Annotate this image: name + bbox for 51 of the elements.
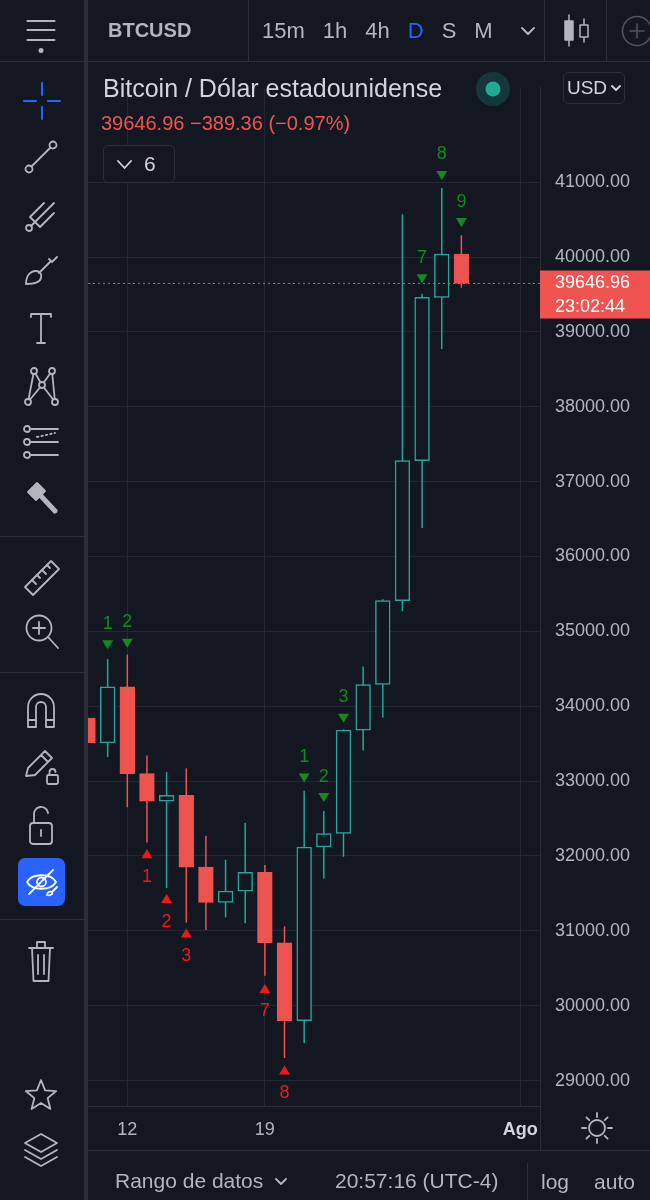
y-tick-label: 31000.00 <box>555 919 631 940</box>
text: 20:57:16 (UTC-4) <box>335 1168 499 1194</box>
text: 23:02:44 <box>555 296 626 317</box>
annotation: 7 <box>259 1000 270 1021</box>
y-tick-label: 38000.00 <box>555 395 631 416</box>
currency-dropdown: USD <box>563 72 625 104</box>
x-tick-label: 12 <box>117 1118 138 1139</box>
y-tick-label: 30000.00 <box>555 994 631 1015</box>
x-tick-label: 19 <box>254 1118 275 1139</box>
annotation: 2 <box>122 611 133 632</box>
text: 4h <box>365 18 390 44</box>
text: 39646.96 −389.36 (−0.97%) <box>101 112 351 134</box>
annotation: 9 <box>456 190 467 211</box>
y-tick-label: 36000.00 <box>555 545 631 566</box>
ref-line-label: 39646.96 <box>555 272 631 293</box>
annotation: 6 <box>144 152 156 176</box>
x-tick-label: Ago <box>502 1118 538 1139</box>
text: Rango de datos <box>115 1168 264 1194</box>
y-tick-label: 32000.00 <box>555 844 631 865</box>
y-tick-label: 41000.00 <box>555 171 631 192</box>
annotation: 8 <box>436 143 447 164</box>
chart-title: Bitcoin / Dólar estadounidense <box>103 74 443 102</box>
annotation: 1 <box>102 612 113 633</box>
candlestick <box>316 810 332 880</box>
annotation: 2 <box>318 765 329 786</box>
y-tick-label: 39000.00 <box>555 320 631 341</box>
y-tick-label: 40000.00 <box>555 245 631 266</box>
annotation: 1 <box>299 746 310 767</box>
annotation: 2 <box>161 910 172 931</box>
candlestick <box>237 822 253 925</box>
y-tick-label: 37000.00 <box>555 470 631 491</box>
y-tick-label: 34000.00 <box>555 695 631 716</box>
text: S <box>441 18 457 44</box>
text: D <box>407 18 424 44</box>
text: auto <box>594 1168 635 1195</box>
text: BTCUSD <box>108 18 192 42</box>
text: 1h <box>322 18 348 44</box>
text: 15m <box>262 18 305 44</box>
collapse-button: 6 <box>103 145 175 183</box>
candlestick <box>158 771 175 889</box>
annotation: 3 <box>181 945 192 966</box>
text: M <box>474 18 493 44</box>
annotation: 7 <box>417 246 428 267</box>
annotation: 8 <box>279 1082 290 1103</box>
y-tick-label: 35000.00 <box>555 620 631 641</box>
y-tick-label: 29000.00 <box>555 1069 631 1090</box>
y-tick-label: 33000.00 <box>555 770 631 791</box>
candlestick <box>217 858 234 919</box>
annotation: 3 <box>338 686 349 707</box>
annotation: 1 <box>141 865 152 886</box>
text: log <box>541 1168 570 1195</box>
